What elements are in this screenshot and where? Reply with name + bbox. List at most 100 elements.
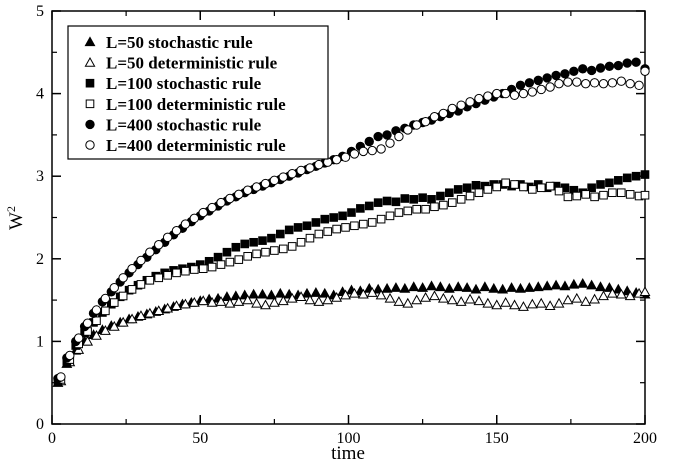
data-point <box>225 257 235 267</box>
data-point <box>589 293 601 304</box>
data-point <box>471 180 481 190</box>
y-tick-label: 1 <box>36 333 44 350</box>
y-tick-label: 5 <box>36 3 44 20</box>
data-point <box>338 211 347 221</box>
data-point <box>527 87 538 97</box>
data-point <box>430 202 439 212</box>
data-point <box>528 185 537 194</box>
data-point <box>483 91 493 101</box>
data-point <box>163 271 172 280</box>
data-point <box>332 224 341 234</box>
data-point <box>554 186 564 196</box>
data-point <box>509 90 520 100</box>
data-point <box>207 202 217 213</box>
data-point <box>393 296 405 306</box>
x-tick-label: 150 <box>485 430 509 447</box>
data-point <box>595 63 606 73</box>
data-point <box>426 280 437 291</box>
data-point <box>359 219 368 229</box>
data-point <box>465 97 475 107</box>
data-point <box>569 66 579 76</box>
data-point <box>92 316 101 326</box>
data-point <box>198 264 208 274</box>
data-point <box>541 280 553 291</box>
data-point <box>249 237 258 247</box>
data-point <box>172 268 181 278</box>
data-point <box>127 264 137 274</box>
y-axis-label: W2 <box>4 206 27 230</box>
data-point <box>464 293 476 304</box>
data-point <box>269 175 280 186</box>
data-point <box>408 281 420 292</box>
legend-marker <box>85 99 95 109</box>
data-point <box>562 294 574 305</box>
data-point <box>434 281 446 292</box>
data-point <box>640 190 650 200</box>
data-point <box>384 292 396 303</box>
data-point <box>625 78 635 89</box>
data-point <box>171 226 182 236</box>
data-point <box>284 225 294 235</box>
data-point <box>572 77 582 87</box>
legend: L=50 stochastic rule L=50 deterministic r… <box>67 25 329 160</box>
data-point <box>108 320 120 331</box>
data-point <box>216 197 226 208</box>
data-point <box>118 273 128 283</box>
data-point <box>367 218 377 227</box>
data-point <box>215 296 227 306</box>
data-point <box>65 350 75 361</box>
data-point <box>277 295 289 306</box>
data-point <box>545 82 555 92</box>
data-point <box>373 198 383 207</box>
data-point <box>411 294 423 305</box>
data-point <box>536 183 546 193</box>
data-point <box>287 242 297 251</box>
data-point <box>216 260 226 269</box>
data-point <box>313 296 325 306</box>
data-point <box>473 295 485 306</box>
data-point <box>517 301 529 311</box>
data-point <box>323 227 333 236</box>
data-point <box>296 237 306 247</box>
data-point <box>446 294 458 305</box>
data-point <box>500 296 512 307</box>
data-point <box>261 247 270 257</box>
legend-marker <box>84 36 96 47</box>
data-point <box>390 282 402 292</box>
legend-label: L=50 deterministic rule <box>106 54 278 73</box>
data-point <box>418 193 427 202</box>
data-point <box>545 181 555 191</box>
data-point <box>367 145 377 156</box>
data-point <box>586 65 597 76</box>
data-point <box>181 266 190 276</box>
data-point <box>331 291 343 302</box>
data-point <box>595 281 606 292</box>
data-point <box>598 290 609 301</box>
data-point <box>509 299 520 310</box>
data-point <box>206 296 218 307</box>
data-point <box>304 294 316 305</box>
data-point <box>101 306 110 316</box>
data-point <box>295 291 307 301</box>
data-point <box>443 282 455 293</box>
data-point <box>500 88 511 99</box>
data-point <box>429 112 440 122</box>
data-point <box>607 78 618 88</box>
data-point <box>373 131 383 142</box>
data-point <box>82 335 94 346</box>
data-point <box>376 214 386 224</box>
data-point <box>483 185 493 194</box>
data-point <box>492 182 502 192</box>
data-point <box>154 273 164 283</box>
data-point <box>572 191 582 201</box>
data-point <box>311 218 321 227</box>
data-point <box>402 297 414 308</box>
data-point <box>296 165 306 176</box>
legend-marker <box>85 78 95 88</box>
data-point <box>222 247 232 257</box>
data-point <box>302 221 312 231</box>
y-tick-label: 3 <box>36 168 44 185</box>
data-point <box>586 279 598 290</box>
legend-label: L=50 stochastic rule <box>106 33 253 52</box>
data-point <box>411 120 422 130</box>
